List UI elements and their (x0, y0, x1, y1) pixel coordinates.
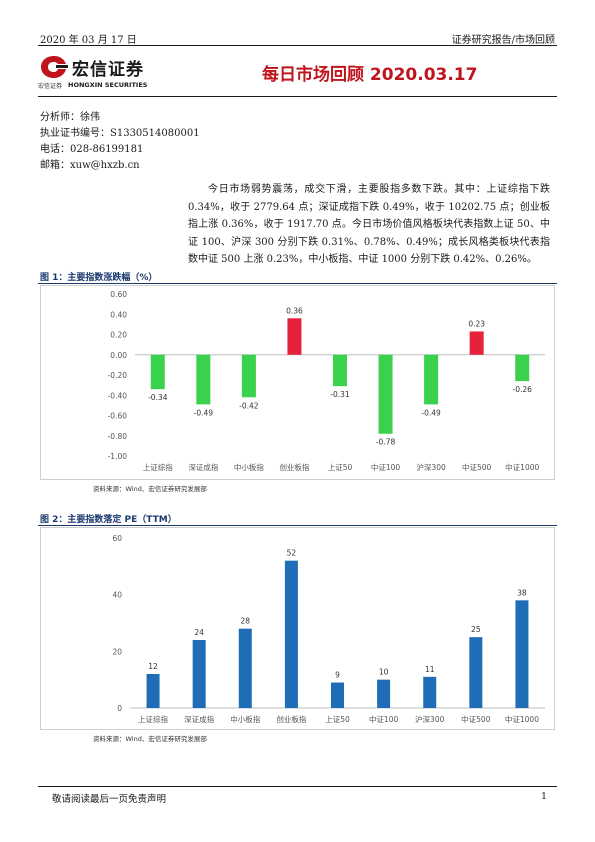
data-label: 28 (241, 617, 251, 626)
data-label: -0.49 (421, 408, 441, 417)
category-label: 中小板指 (234, 462, 264, 472)
data-label: 52 (287, 549, 297, 558)
footer-disclaimer: 敬请阅读最后一页免责声明 (52, 794, 167, 805)
data-label: -0.26 (513, 385, 533, 394)
report-title: 每日市场回顾 2020.03.17 (262, 65, 478, 85)
bar (333, 354, 347, 387)
category-label: 中证1000 (505, 462, 539, 472)
bar (515, 600, 529, 708)
data-label: 24 (194, 628, 204, 637)
bar (196, 354, 211, 405)
category-label: 中证100 (369, 714, 399, 724)
y-tick-label: 60 (112, 534, 122, 543)
analyst-email: 邮箱：xuw@hxzb.cn (40, 160, 140, 171)
y-tick-label: 0.40 (110, 310, 127, 319)
figure2-rule (38, 525, 557, 526)
category-label: 深证成指 (188, 462, 218, 472)
bar (331, 682, 344, 708)
chart-frame (40, 527, 555, 730)
category-label: 创业板指 (279, 462, 309, 472)
bar (423, 676, 437, 708)
y-tick-label: 0.00 (110, 351, 127, 360)
y-tick-label: -0.60 (108, 412, 128, 421)
title-rule (38, 96, 557, 97)
category-label: 中证100 (371, 462, 401, 472)
y-tick-label: -0.40 (108, 391, 128, 400)
y-tick-label: -0.20 (108, 371, 128, 380)
bar (241, 354, 256, 398)
figure1-rule (38, 283, 557, 284)
bar (192, 640, 206, 708)
header-rule (38, 45, 557, 46)
data-label: -0.78 (376, 438, 396, 447)
figure2-source: 资料来源：Wind、宏信证券研究发展部 (93, 735, 207, 743)
category-label: 深证成指 (184, 714, 214, 724)
bar (515, 354, 530, 382)
change-chart: 0.60 0.40 0.20 0.00 -0.20 -0.40 -0.60 -0.80 -1.0… (40, 285, 555, 480)
company-logo: 宏信证券 宏信证券 HONGXIN SECURITIES (38, 53, 158, 93)
bar (287, 318, 302, 355)
data-label: 25 (471, 625, 481, 634)
data-label: 0.23 (468, 319, 485, 328)
y-tick-label: 0 (117, 704, 122, 713)
category-label: 中小板指 (230, 714, 260, 724)
y-tick-label: 20 (112, 647, 122, 656)
bar (469, 637, 483, 708)
category-label: 中证1000 (505, 714, 539, 724)
bar (284, 560, 298, 708)
y-tick-label: 0.60 (110, 290, 127, 299)
y-tick-label: -0.80 (108, 432, 128, 441)
data-label: 11 (425, 665, 435, 674)
chart-frame (40, 285, 555, 480)
bar (146, 674, 160, 708)
analyst-phone: 电话：028-86199181 (40, 144, 144, 155)
logo-name: 宏信证券 (72, 60, 144, 80)
data-label: 9 (335, 671, 340, 680)
data-label: -0.31 (330, 390, 350, 399)
logo-sub-en: HONGXIN SECURITIES (68, 81, 148, 89)
bar (377, 679, 391, 708)
report-date: 2020 年 03 月 17 日 (40, 35, 137, 46)
category-label: 上证50 (328, 463, 353, 472)
category-label: 中证500 (461, 714, 491, 724)
figure1-title: 图 1：主要指数涨跌幅（%） (40, 273, 158, 283)
data-label: -0.34 (148, 393, 168, 402)
category-label: 上证综指 (138, 714, 168, 724)
figure2-title: 图 2：主要指数落定 PE（TTM） (40, 515, 177, 525)
bar (238, 628, 252, 708)
category-label: 中证500 (462, 462, 492, 472)
y-tick-label: -1.00 (108, 452, 128, 461)
category-label: 沪深300 (416, 462, 446, 472)
page-number: 1 (540, 791, 547, 802)
bar (469, 331, 484, 355)
data-label: -0.42 (239, 401, 259, 410)
category-label: 上证50 (325, 715, 350, 724)
category-label: 沪深300 (415, 714, 445, 724)
bar (150, 354, 165, 390)
data-label: 10 (379, 668, 389, 677)
logo-emblem-icon (41, 56, 68, 78)
report-category: 证券研究报告/市场回顾 (451, 35, 555, 46)
analyst-cert: 执业证书编号：S1330514080001 (40, 128, 200, 139)
data-label: 12 (148, 662, 158, 671)
bar (424, 354, 439, 405)
logo-sub-cn: 宏信证券 (38, 83, 63, 90)
footer-rule (38, 786, 557, 787)
analyst-name: 分析师：徐伟 (40, 112, 100, 123)
y-tick-label: 40 (112, 591, 122, 600)
figure1-source: 资料来源：Wind、宏信证券研究发展部 (93, 485, 207, 493)
market-summary: 今日市场弱势震荡，成交下滑，主要股指多数下跌。其中：上证综指下跌 0.34%，收… (188, 184, 550, 265)
category-label: 上证综指 (143, 462, 173, 472)
data-label: -0.49 (194, 408, 214, 417)
bar (378, 354, 393, 434)
pe-chart: 60 40 20 0 12 上证综指 24 深证成指 28 中小板指 52 创业板指 9 上证50 10 中证… (40, 527, 555, 730)
data-label: 0.36 (286, 306, 303, 315)
data-label: 38 (517, 588, 527, 597)
y-tick-label: 0.20 (110, 331, 127, 340)
category-label: 创业板指 (276, 714, 306, 724)
